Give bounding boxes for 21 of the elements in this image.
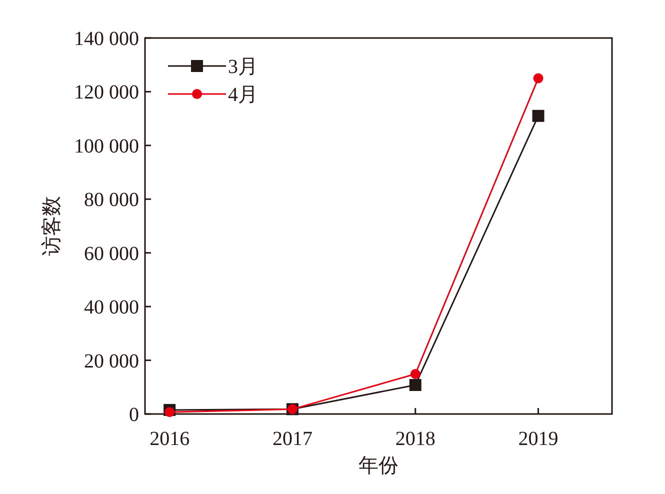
y-tick-label: 100 000 [74,135,139,158]
y-tick-label: 40 000 [84,296,139,319]
x-axis-title: 年份 [358,455,398,477]
point [532,110,544,122]
x-tick-label: 2017 [272,428,312,450]
y-tick-label: 120 000 [74,82,139,104]
point [533,73,544,84]
y-tick-label: 80 000 [84,189,139,212]
legend-label: 3月 [228,56,258,78]
x-tick-label: 2019 [518,428,558,450]
y-tick-label: 60 000 [84,242,139,265]
x-tick-label: 2016 [150,428,190,450]
y-tick-label: 140 000 [74,28,139,50]
point [409,378,422,391]
y-tick-label: 20 000 [84,350,139,372]
x-tick-label: 2018 [395,428,436,450]
point [410,368,420,379]
y-axis-title: 访客数 [41,196,63,256]
legend-label: 4月 [228,84,258,106]
point [164,407,175,418]
y-tick-label: 0 [129,404,139,426]
